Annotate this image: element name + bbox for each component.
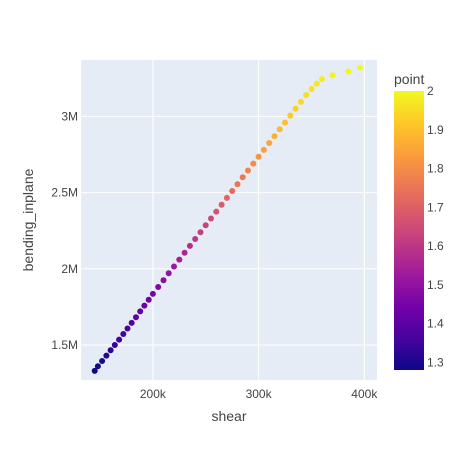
data-point — [292, 105, 299, 112]
data-point — [141, 302, 148, 309]
data-point — [149, 290, 156, 297]
data-point — [103, 352, 110, 359]
data-point — [239, 174, 246, 181]
data-point — [276, 126, 283, 133]
data-point — [120, 331, 127, 337]
data-point — [357, 64, 364, 71]
data-point — [107, 347, 114, 354]
data-point — [111, 342, 118, 348]
data-point — [345, 68, 352, 75]
colorbar — [394, 91, 424, 370]
data-point — [234, 181, 241, 188]
y-tick-label: 1.5M — [51, 338, 78, 352]
data-point — [260, 146, 267, 153]
colorbar-tick-label: 1.6 — [427, 239, 444, 253]
data-point — [171, 263, 177, 270]
x-tick-label: 400k — [351, 387, 378, 401]
colorbar-tick-label: 1.4 — [427, 317, 444, 331]
data-points — [91, 64, 364, 374]
y-axis-title: bending_inplane — [20, 168, 36, 271]
data-point — [124, 325, 131, 332]
data-point — [266, 140, 273, 146]
data-point — [303, 92, 310, 98]
data-point — [250, 160, 257, 167]
data-point — [213, 208, 220, 215]
data-point — [218, 201, 225, 208]
data-point — [181, 249, 188, 256]
plot-background — [81, 60, 377, 380]
data-point — [186, 242, 193, 249]
data-point — [94, 363, 101, 370]
data-point — [116, 336, 123, 343]
x-tick-label: 300k — [246, 387, 273, 401]
data-point — [160, 277, 167, 284]
y-tick-label: 2M — [61, 262, 78, 276]
data-point — [297, 98, 304, 105]
data-point — [176, 256, 183, 263]
data-point — [133, 314, 139, 321]
data-point — [287, 112, 294, 119]
data-point — [197, 229, 204, 236]
data-point — [282, 119, 288, 126]
data-point — [313, 80, 320, 87]
data-point — [91, 367, 98, 374]
data-point — [155, 284, 162, 290]
colorbar-tick-label: 2 — [427, 84, 434, 98]
y-axis-ticks: 1.5M 2M 2.5M 3M — [51, 109, 78, 352]
data-point — [308, 86, 315, 92]
data-point — [202, 222, 209, 229]
data-point — [137, 308, 144, 315]
colorbar-tick-label: 1.9 — [427, 123, 444, 137]
data-point — [165, 270, 172, 277]
colorbar-title: point — [394, 71, 424, 87]
data-point — [128, 319, 135, 326]
colorbar-tick-label: 1.3 — [427, 355, 444, 369]
colorbar-tick-label: 1.7 — [427, 200, 444, 214]
data-point — [192, 236, 199, 242]
colorbar-ticks: 1.3 1.4 1.5 1.6 1.7 1.8 1.9 2 — [427, 84, 444, 369]
data-point — [208, 215, 214, 222]
data-point — [255, 153, 262, 160]
x-axis-title: shear — [211, 408, 246, 424]
data-point — [245, 167, 251, 174]
x-tick-label: 200k — [140, 387, 167, 401]
data-point — [319, 76, 325, 82]
data-point — [223, 194, 230, 201]
data-point — [145, 296, 152, 303]
data-point — [229, 188, 236, 194]
colorbar-tick-label: 1.5 — [427, 278, 444, 292]
y-tick-label: 3M — [61, 109, 78, 123]
y-tick-label: 2.5M — [51, 186, 78, 200]
x-axis-ticks: 200k 300k 400k — [140, 387, 378, 401]
data-point — [271, 133, 278, 140]
grid — [81, 60, 377, 380]
colorbar-tick-label: 1.8 — [427, 162, 444, 176]
data-point — [329, 72, 336, 79]
data-point — [99, 358, 106, 364]
